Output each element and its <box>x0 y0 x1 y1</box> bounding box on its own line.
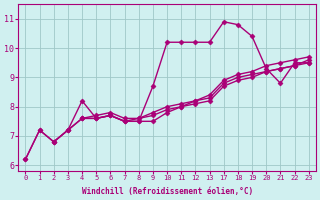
X-axis label: Windchill (Refroidissement éolien,°C): Windchill (Refroidissement éolien,°C) <box>82 187 253 196</box>
